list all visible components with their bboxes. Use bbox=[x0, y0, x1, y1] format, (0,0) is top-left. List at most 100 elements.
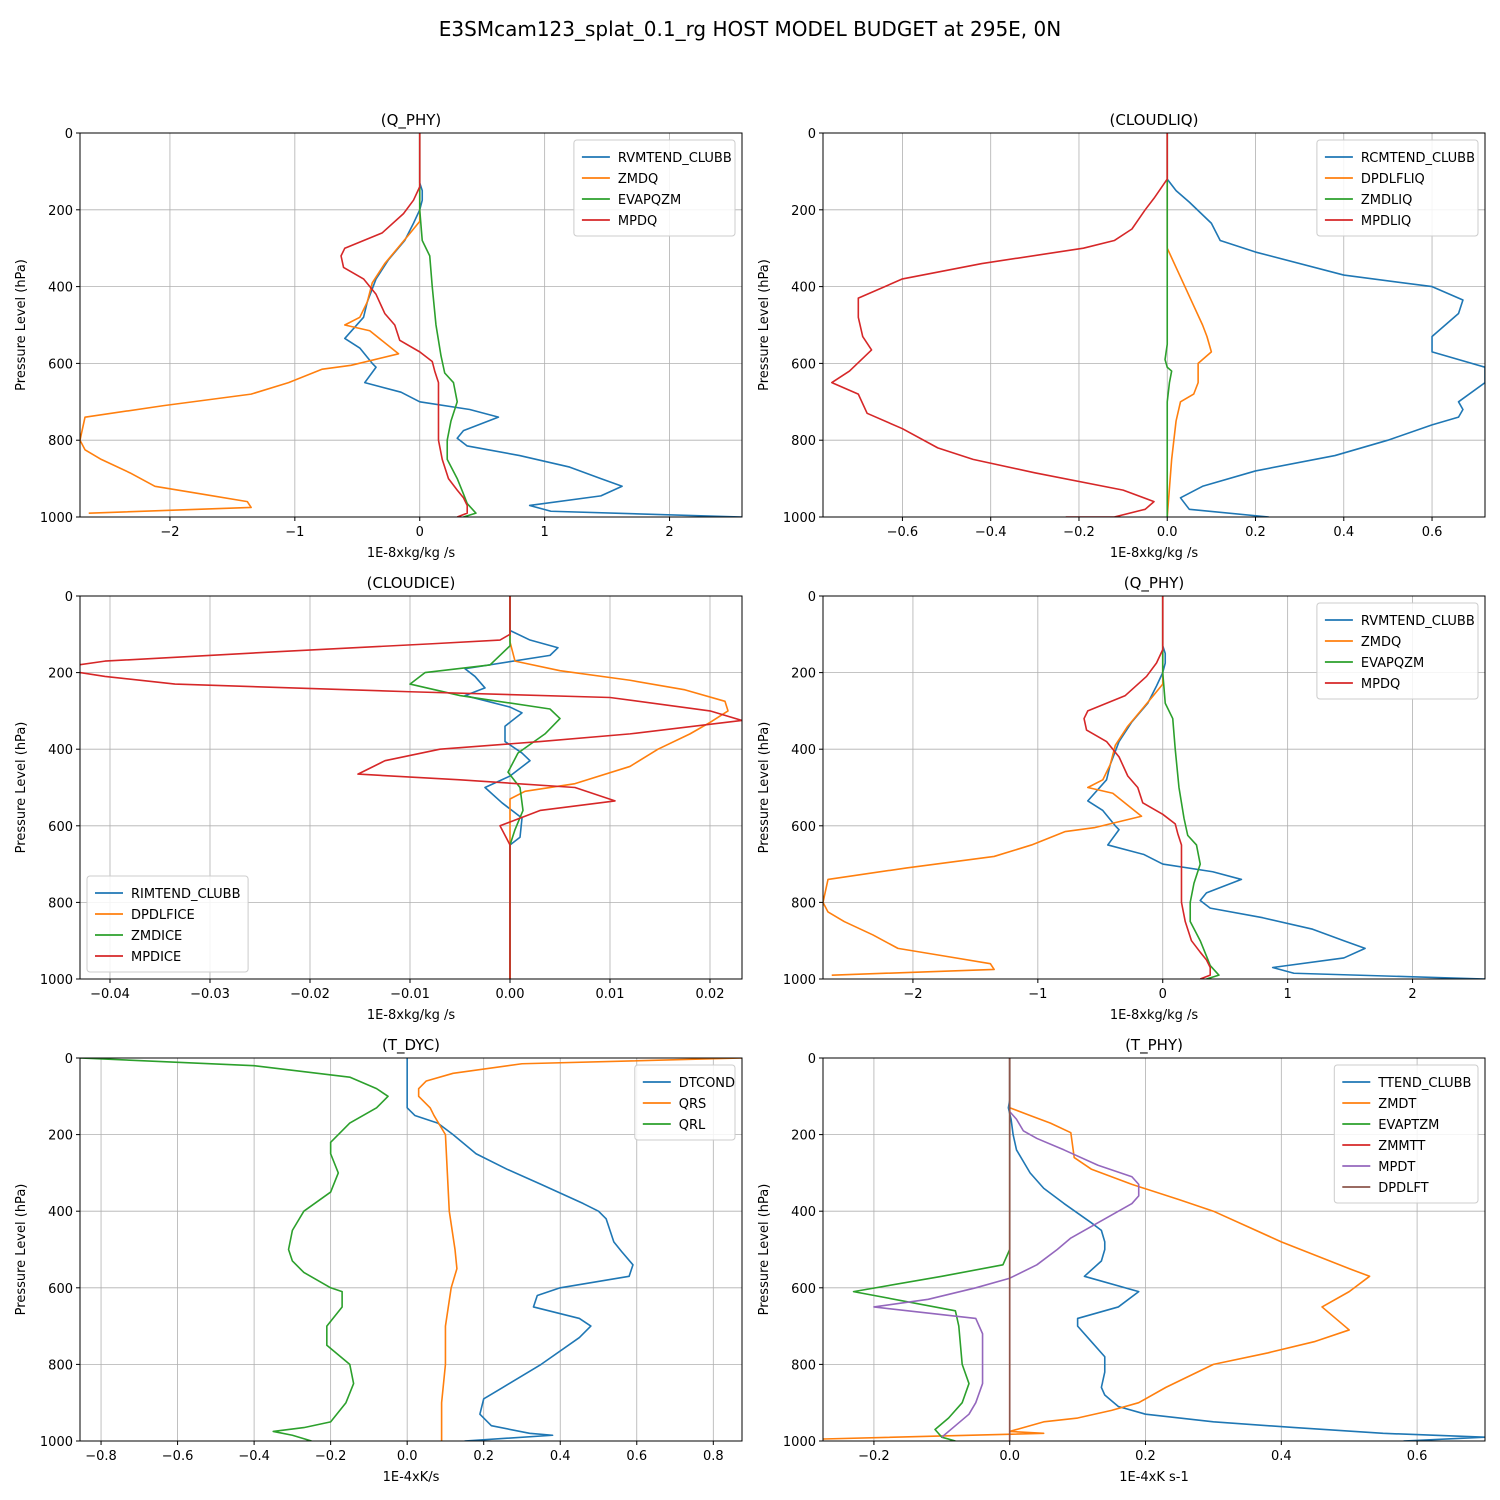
series-group bbox=[80, 133, 742, 517]
x-tick-label: −0.2 bbox=[1063, 525, 1095, 540]
legend-entry: ZMDQ bbox=[618, 172, 658, 187]
legend-entry: MPDQ bbox=[618, 214, 657, 229]
x-tick-label: 0.2 bbox=[1135, 1449, 1156, 1464]
x-tick-label: 2 bbox=[1408, 987, 1416, 1002]
x-axis-label: 1E-4xK s-1 bbox=[1119, 1470, 1189, 1485]
x-tick-label: −0.6 bbox=[887, 525, 919, 540]
chart-title: (T_PHY) bbox=[1125, 1036, 1183, 1055]
y-tick-label: 800 bbox=[791, 1358, 816, 1373]
legend: RVMTEND_CLUBB ZMDQ EVAPQZM MPDQ bbox=[573, 139, 736, 237]
x-tick-label: 0.6 bbox=[1422, 525, 1443, 540]
legend-entry: DPDLFT bbox=[1378, 1181, 1428, 1196]
legend: RVMTEND_CLUBB ZMDQ EVAPQZM MPDQ bbox=[1316, 602, 1479, 700]
x-tick-label: 0 bbox=[1159, 987, 1167, 1002]
legend-entry: ZMDICE bbox=[131, 929, 182, 944]
legend-entry: ZMDQ bbox=[1361, 635, 1401, 650]
legend-entry: TTEND_CLUBB bbox=[1377, 1076, 1471, 1091]
x-tick-label: 0.0 bbox=[397, 1449, 418, 1464]
x-tick-label: 1 bbox=[1284, 987, 1292, 1002]
legend: RIMTEND_CLUBB DPDLFICE ZMDICE MPDICE bbox=[86, 875, 249, 973]
x-tick-label: −0.02 bbox=[290, 987, 330, 1002]
y-axis-label: Pressure Level (hPa) bbox=[14, 1184, 29, 1316]
y-tick-label: 600 bbox=[48, 820, 73, 835]
y-tick-label: 200 bbox=[791, 1129, 816, 1144]
series-line-mpdt bbox=[873, 1058, 1140, 1438]
legend-entry: MPDQ bbox=[1361, 677, 1400, 692]
y-tick-label: 600 bbox=[791, 357, 816, 372]
legend-entry: ZMDT bbox=[1378, 1097, 1416, 1112]
legend: DTCOND QRS QRL bbox=[634, 1064, 736, 1141]
x-tick-label: 0.02 bbox=[696, 987, 725, 1002]
x-tick-label: 0.4 bbox=[550, 1449, 571, 1464]
y-tick-label: 200 bbox=[48, 204, 73, 219]
x-tick-label: −2 bbox=[903, 987, 922, 1002]
x-axis-label: 1E-4xK/s bbox=[383, 1470, 440, 1485]
legend: TTEND_CLUBB ZMDT EVAPTZM ZMMTT MPDT DPDLFT bbox=[1333, 1064, 1479, 1204]
series-line-rcmtend_clubb bbox=[1166, 133, 1485, 517]
y-tick-label: 1000 bbox=[783, 1435, 816, 1450]
y-tick-label: 400 bbox=[48, 743, 73, 758]
x-tick-label: 0.4 bbox=[1271, 1449, 1292, 1464]
legend-entry: DPDLFLIQ bbox=[1361, 172, 1425, 187]
chart-panel-5: −0.8 −0.6 −0.4 −0.2 0.0 0.2 0.4 0.6 0.8 0 200 400 60… bbox=[14, 1036, 743, 1485]
y-tick-label: 800 bbox=[48, 1358, 73, 1373]
x-tick-label: −0.2 bbox=[315, 1449, 347, 1464]
series-line-rvmtend_clubb bbox=[1087, 596, 1485, 979]
x-tick-label: −2 bbox=[160, 525, 179, 540]
y-tick-label: 0 bbox=[808, 1052, 816, 1067]
x-tick-label: −0.03 bbox=[190, 987, 230, 1002]
legend-entry: ZMDLIQ bbox=[1361, 193, 1412, 208]
y-axis-label: Pressure Level (hPa) bbox=[757, 259, 772, 391]
chart-title: (Q_PHY) bbox=[1124, 574, 1185, 593]
x-tick-label: 0.01 bbox=[596, 987, 625, 1002]
legend-entry: RVMTEND_CLUBB bbox=[618, 151, 732, 166]
series-group bbox=[823, 1058, 1485, 1441]
series-line-zmdq bbox=[80, 133, 421, 514]
x-tick-label: −0.8 bbox=[85, 1449, 117, 1464]
x-tick-label: 2 bbox=[665, 525, 673, 540]
chart-panel-6: −0.2 0.0 0.2 0.4 0.6 0 200 400 600 800 1000 (T_PHY)… bbox=[757, 1036, 1486, 1485]
y-tick-label: 400 bbox=[791, 281, 816, 296]
legend-entry: MPDLIQ bbox=[1361, 214, 1411, 229]
legend-entry: RCMTEND_CLUBB bbox=[1361, 151, 1475, 166]
y-tick-label: 0 bbox=[65, 590, 73, 605]
x-tick-label: 0.2 bbox=[1245, 525, 1266, 540]
y-tick-label: 200 bbox=[48, 1129, 73, 1144]
legend-entry: EVAPQZM bbox=[1361, 656, 1424, 671]
y-tick-label: 800 bbox=[791, 434, 816, 449]
series-line-evapqzm bbox=[1161, 596, 1220, 979]
legend-box bbox=[86, 875, 249, 973]
x-axis-label: 1E-8xkg/kg /s bbox=[367, 1008, 456, 1023]
y-tick-label: 400 bbox=[791, 1205, 816, 1220]
x-tick-label: 0.6 bbox=[626, 1449, 647, 1464]
series-line-dpdlfice bbox=[509, 596, 729, 979]
legend-box bbox=[1333, 1064, 1479, 1204]
series-line-zmdt bbox=[823, 1058, 1371, 1440]
y-tick-label: 600 bbox=[48, 357, 73, 372]
x-axis-label: 1E-8xkg/kg /s bbox=[367, 546, 456, 561]
figure-title: E3SMcam123_splat_0.1_rg HOST MODEL BUDGE… bbox=[439, 17, 1061, 41]
y-tick-label: 600 bbox=[791, 1282, 816, 1297]
x-tick-label: 0.00 bbox=[496, 987, 525, 1002]
y-tick-label: 1000 bbox=[40, 973, 73, 988]
y-tick-label: 800 bbox=[48, 434, 73, 449]
y-axis-label: Pressure Level (hPa) bbox=[757, 1184, 772, 1316]
y-tick-label: 200 bbox=[791, 667, 816, 682]
y-tick-label: 800 bbox=[791, 896, 816, 911]
series-line-mpdq bbox=[1083, 596, 1212, 979]
chart-panel-2: −0.6 −0.4 −0.2 0.0 0.2 0.4 0.6 0 200 400 600 800 100… bbox=[757, 111, 1486, 561]
y-tick-label: 0 bbox=[65, 127, 73, 142]
y-tick-label: 800 bbox=[48, 896, 73, 911]
x-axis-label: 1E-8xkg/kg /s bbox=[1110, 546, 1199, 561]
series-group bbox=[80, 596, 742, 979]
x-tick-label: 0.0 bbox=[1157, 525, 1178, 540]
series-line-dpdlfliq bbox=[1166, 133, 1213, 517]
legend-box bbox=[1316, 602, 1479, 700]
x-tick-label: 0 bbox=[416, 525, 424, 540]
panels: −2 −1 0 1 202004006008001000(Q_PHY)1E-8xkg/k… bbox=[14, 111, 1486, 1485]
legend-entry: QRS bbox=[679, 1097, 707, 1112]
legend-box bbox=[573, 139, 736, 237]
y-tick-label: 400 bbox=[48, 281, 73, 296]
x-tick-label: 0.6 bbox=[1407, 1449, 1428, 1464]
